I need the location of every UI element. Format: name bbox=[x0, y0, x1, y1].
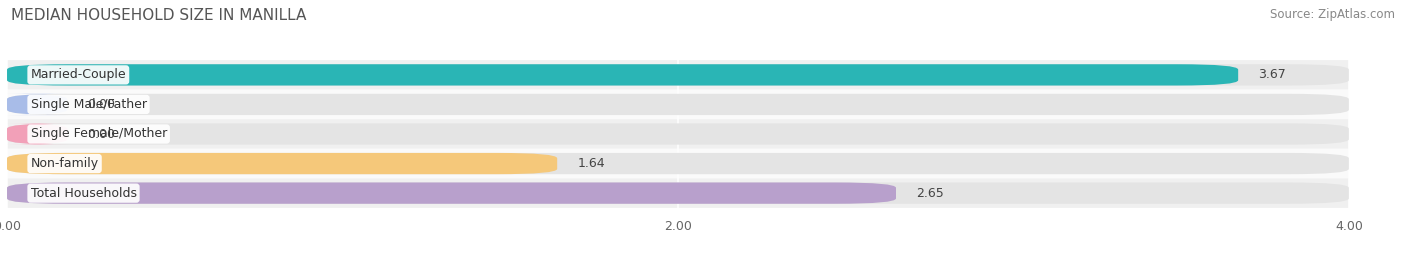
FancyBboxPatch shape bbox=[7, 183, 1348, 204]
Text: 0.00: 0.00 bbox=[87, 128, 115, 140]
Text: Total Households: Total Households bbox=[31, 187, 136, 200]
FancyBboxPatch shape bbox=[7, 64, 1348, 85]
Text: 2.65: 2.65 bbox=[917, 187, 943, 200]
FancyBboxPatch shape bbox=[7, 90, 1348, 119]
FancyBboxPatch shape bbox=[7, 94, 1348, 115]
Text: 3.67: 3.67 bbox=[1258, 68, 1286, 81]
Text: Single Male/Father: Single Male/Father bbox=[31, 98, 146, 111]
FancyBboxPatch shape bbox=[7, 123, 67, 145]
Text: Non-family: Non-family bbox=[31, 157, 98, 170]
FancyBboxPatch shape bbox=[7, 64, 1239, 85]
FancyBboxPatch shape bbox=[7, 119, 1348, 149]
Text: Source: ZipAtlas.com: Source: ZipAtlas.com bbox=[1270, 8, 1395, 21]
Text: MEDIAN HOUSEHOLD SIZE IN MANILLA: MEDIAN HOUSEHOLD SIZE IN MANILLA bbox=[11, 8, 307, 23]
FancyBboxPatch shape bbox=[7, 183, 896, 204]
Text: 0.00: 0.00 bbox=[87, 98, 115, 111]
FancyBboxPatch shape bbox=[7, 123, 1348, 145]
FancyBboxPatch shape bbox=[7, 149, 1348, 178]
FancyBboxPatch shape bbox=[7, 94, 67, 115]
FancyBboxPatch shape bbox=[7, 153, 557, 174]
FancyBboxPatch shape bbox=[7, 60, 1348, 90]
FancyBboxPatch shape bbox=[7, 178, 1348, 208]
Text: 1.64: 1.64 bbox=[578, 157, 605, 170]
FancyBboxPatch shape bbox=[7, 153, 1348, 174]
Text: Single Female/Mother: Single Female/Mother bbox=[31, 128, 167, 140]
Text: Married-Couple: Married-Couple bbox=[31, 68, 127, 81]
